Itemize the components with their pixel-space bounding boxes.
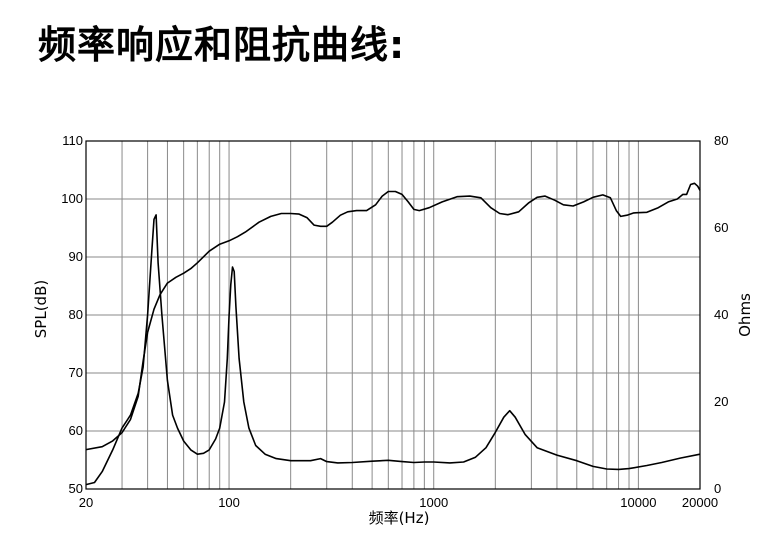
y-tick-label: 100	[61, 191, 83, 206]
page-title: 频率响应和阻抗曲线:	[38, 23, 406, 67]
x-axis-label: 频率(Hz)	[369, 509, 430, 527]
impedance-curve	[85, 214, 701, 486]
y-axis-label: SPL(dB)	[32, 280, 50, 338]
chart-series	[85, 182, 701, 486]
y2-axis-label: Ohms	[736, 293, 754, 337]
y2-tick-label: 40	[714, 307, 728, 322]
x-tick-label: 1000	[419, 495, 448, 510]
y-tick-label: 70	[69, 365, 83, 380]
y2-tick-label: 0	[714, 481, 721, 496]
y-tick-label: 60	[69, 423, 83, 438]
y-tick-label: 80	[69, 307, 83, 322]
plot-frame	[85, 140, 701, 490]
x-tick-label: 100	[218, 495, 240, 510]
spl-curve	[85, 182, 701, 451]
chart-grid	[86, 141, 700, 489]
chart-ticks: 20 100 1000 10000 20000 50 60 70 80 90 100 110 0 20 40…	[61, 133, 728, 510]
y-tick-label: 110	[62, 133, 83, 148]
y2-tick-label: 60	[714, 220, 728, 235]
y-tick-label: 50	[69, 481, 83, 496]
x-tick-label: 20000	[682, 495, 718, 510]
y-tick-label: 90	[69, 249, 83, 264]
y2-tick-label: 20	[714, 394, 728, 409]
y2-tick-label: 80	[714, 133, 728, 148]
x-tick-label: 20	[79, 495, 93, 510]
x-tick-label: 10000	[620, 495, 656, 510]
